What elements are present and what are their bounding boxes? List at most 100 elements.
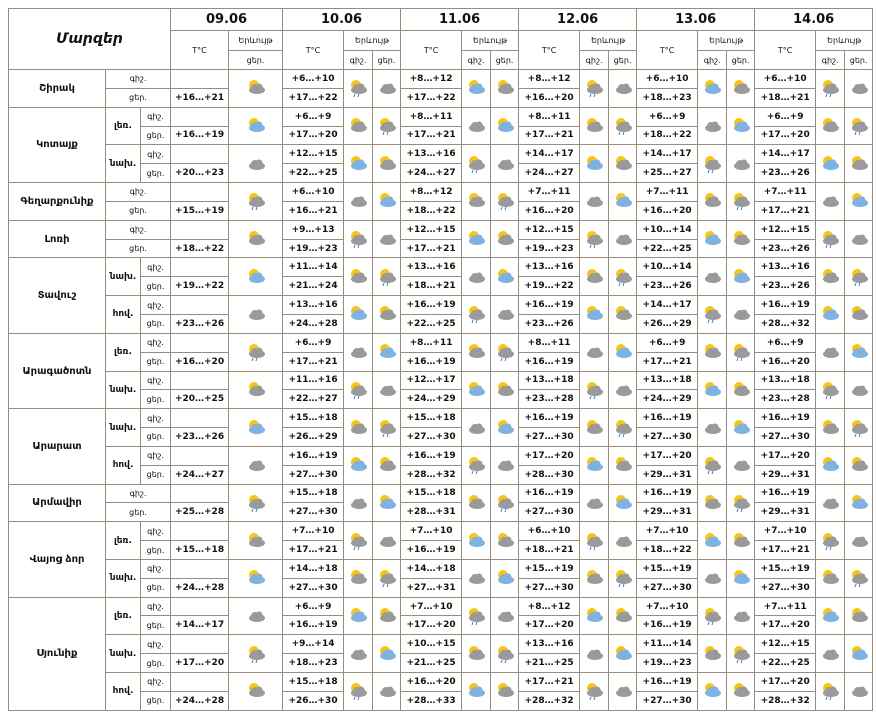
empty-cell [170, 370, 230, 391]
icon-cell [608, 445, 638, 485]
temp-night: +8…+12 [400, 69, 463, 89]
weather-icon [733, 118, 750, 133]
night-header: գիշ. [815, 50, 846, 70]
temp-day: +28…+32 [400, 464, 463, 485]
icon-cell [461, 445, 492, 485]
temp-day: +17…+21 [754, 200, 817, 221]
temp-night: +16…+19 [400, 295, 463, 315]
icon-cell [579, 634, 610, 673]
icon-cell [844, 144, 874, 184]
weather-icon [705, 423, 722, 434]
icon-cell [579, 672, 610, 711]
temp-day: +17…+22 [400, 87, 463, 108]
temp-day: +24…+27 [518, 163, 581, 184]
temp-day: +23…+26 [518, 313, 581, 334]
icon-cell [228, 634, 284, 673]
icon-cell [490, 257, 520, 297]
icon-cell [726, 445, 756, 485]
weather-icon [705, 155, 722, 173]
empty-cell [170, 257, 230, 278]
weather-icon [851, 306, 868, 321]
phenomenon-header: Երևույթ [228, 30, 284, 51]
icon-cell [726, 295, 756, 334]
empty-cell [170, 332, 230, 353]
region-name: Վայոց ձոր [8, 521, 106, 598]
weather-icon [248, 80, 265, 95]
temp-day: +22…+25 [754, 653, 817, 673]
icon-cell [844, 634, 874, 673]
table-row: Արմավիր գիշ. +15…+18 +15…+18 +16…+19 +16…+19 +… [8, 483, 874, 523]
weather-icon [851, 686, 868, 698]
icon-cell [343, 483, 374, 523]
temp-day: +27…+30 [282, 502, 345, 523]
phenomenon-header: Երևույթ [579, 30, 638, 51]
icon-cell [343, 144, 374, 184]
icon-cell [608, 634, 638, 673]
temp-night: +17…+20 [754, 672, 817, 692]
icon-cell [608, 558, 638, 598]
temp-night: +11…+14 [636, 634, 699, 655]
weather-icon [823, 381, 840, 400]
temp-night: +8…+12 [518, 69, 581, 89]
weather-icon [351, 570, 368, 585]
weather-icon [587, 607, 604, 622]
icon-cell [461, 106, 492, 146]
weather-icon [615, 155, 632, 170]
zone-name: հով. [105, 672, 141, 711]
icon-cell [726, 144, 756, 184]
weather-icon [469, 344, 486, 359]
night-label: գիշ. [139, 295, 172, 315]
icon-cell [461, 558, 492, 598]
day-label: ցեր. [139, 276, 172, 297]
temp-day: +18…+23 [636, 87, 699, 108]
icon-cell [343, 558, 374, 598]
weather-icon [497, 645, 514, 663]
day-label: ցեր. [139, 125, 172, 146]
table-row: ցեր. գիշ. ցեր. գիշ. ցեր. գիշ. ցեր. գիշ. ցեր. գիշ.… [9, 50, 874, 70]
temp-night: +16…+19 [400, 445, 463, 466]
temp-day: +20…+25 [170, 389, 230, 410]
icon-cell [372, 634, 402, 673]
temp-day: +18…+22 [170, 238, 230, 259]
temp-day: +29…+31 [754, 502, 817, 523]
temp-night: +7…+11 [754, 182, 817, 202]
weather-icon [823, 570, 840, 585]
weather-icon [823, 419, 840, 434]
temp-day: +24…+28 [170, 690, 230, 711]
night-label: գիշ. [139, 106, 172, 127]
temp-day: +28…+31 [400, 502, 463, 523]
weather-icon [851, 344, 868, 359]
icon-cell [228, 144, 284, 184]
weather-icon [851, 536, 868, 547]
zone-name: լեռ. [105, 596, 141, 636]
icon-cell [844, 408, 874, 447]
weather-icon [379, 494, 396, 509]
temp-night: +6…+10 [282, 182, 345, 202]
weather-icon [733, 80, 750, 95]
icon-cell [343, 257, 374, 297]
weather-icon [497, 193, 514, 211]
icon-cell [343, 672, 374, 711]
temp-night: +6…+9 [636, 106, 699, 127]
icon-cell [372, 445, 402, 485]
icon-cell [608, 257, 638, 297]
icon-cell [815, 219, 846, 259]
icon-cell [490, 596, 520, 636]
weather-icon [705, 607, 722, 626]
icon-cell [461, 295, 492, 334]
temp-day: +19…+23 [282, 238, 345, 259]
weather-icon [248, 381, 265, 396]
temp-day: +17…+20 [170, 653, 230, 673]
icon-cell [372, 106, 402, 146]
icon-cell [726, 408, 756, 447]
empty-cell [170, 408, 230, 429]
day-label: ցեր. [139, 163, 172, 184]
icon-cell [461, 596, 492, 636]
day-label: ցեր. [139, 577, 172, 598]
weather-icon [823, 231, 840, 249]
empty-cell [170, 672, 230, 692]
temp-day: +16…+19 [282, 615, 345, 636]
icon-cell [461, 144, 492, 184]
night-label: գիշ. [139, 672, 172, 692]
table-row: Վայոց ձոր լեռ. գիշ. +7…+10 +7…+10 +6…+10 +7…+1… [8, 521, 874, 598]
